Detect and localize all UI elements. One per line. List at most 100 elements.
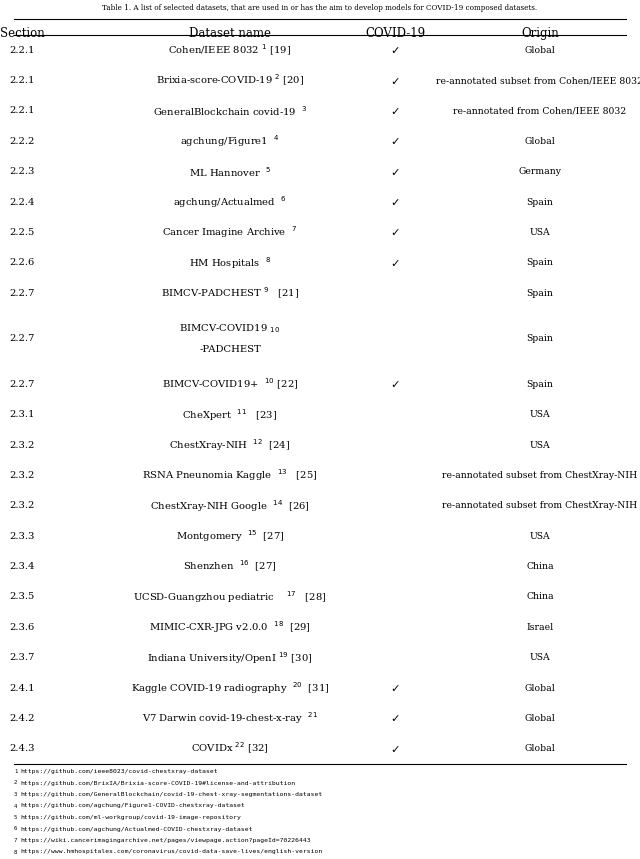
Text: 2.2.7: 2.2.7 <box>10 380 35 389</box>
Text: Origin: Origin <box>521 27 559 40</box>
Text: 2.3.6: 2.3.6 <box>10 623 35 632</box>
Text: 4: 4 <box>14 803 17 808</box>
Text: CheXpert  $^{11}$   [23]: CheXpert $^{11}$ [23] <box>182 407 278 423</box>
Text: $\checkmark$: $\checkmark$ <box>390 714 400 723</box>
Text: ML Hannover  $^5$: ML Hannover $^5$ <box>189 165 271 179</box>
Text: BIMCV-COVID19 $_{10}$: BIMCV-COVID19 $_{10}$ <box>179 322 281 334</box>
Text: RSNA Pneunomia Kaggle  $^{13}$   [25]: RSNA Pneunomia Kaggle $^{13}$ [25] <box>142 467 318 484</box>
Text: 2.3.1: 2.3.1 <box>9 411 35 419</box>
Text: agchung/Figure1  $^4$: agchung/Figure1 $^4$ <box>180 133 280 149</box>
Text: https://wiki.cancerimagingarchive.net/pages/viewpage.action?pageId=70226443: https://wiki.cancerimagingarchive.net/pa… <box>20 838 310 843</box>
Text: 2.2.5: 2.2.5 <box>10 228 35 237</box>
Text: 2.2.7: 2.2.7 <box>10 289 35 298</box>
Text: Germany: Germany <box>518 168 561 176</box>
Text: Israel: Israel <box>526 623 554 632</box>
Text: https://github.com/agchung/Figure1-COVID-chestxray-dataset: https://github.com/agchung/Figure1-COVID… <box>20 803 244 808</box>
Text: ChestXray-NIH Google  $^{14}$  [26]: ChestXray-NIH Google $^{14}$ [26] <box>150 498 310 514</box>
Text: COVIDx $^{22}$ [32]: COVIDx $^{22}$ [32] <box>191 741 269 757</box>
Text: Global: Global <box>525 744 556 753</box>
Text: agchung/Actualmed  $^6$: agchung/Actualmed $^6$ <box>173 194 287 210</box>
Text: 2.2.1: 2.2.1 <box>9 46 35 55</box>
Text: $\checkmark$: $\checkmark$ <box>390 76 400 86</box>
Text: Global: Global <box>525 137 556 146</box>
Text: re-annotated subset from Cohen/IEEE 8032: re-annotated subset from Cohen/IEEE 8032 <box>436 76 640 85</box>
Text: https://www.hmhospitales.com/coronavirus/covid-data-save-lives/english-version: https://www.hmhospitales.com/coronavirus… <box>20 850 323 855</box>
Text: https://github.com/agchung/Actualmed-COVID-chestxray-dataset: https://github.com/agchung/Actualmed-COV… <box>20 826 253 832</box>
Text: ChestXray-NIH  $^{12}$  [24]: ChestXray-NIH $^{12}$ [24] <box>170 437 291 453</box>
Text: Spain: Spain <box>527 198 554 206</box>
Text: https://github.com/ml-workgroup/covid-19-image-repository: https://github.com/ml-workgroup/covid-19… <box>20 815 241 820</box>
Text: re-annotated from Cohen/IEEE 8032: re-annotated from Cohen/IEEE 8032 <box>453 107 627 115</box>
Text: Shenzhen  $^{16}$  [27]: Shenzhen $^{16}$ [27] <box>183 559 276 574</box>
Text: $\checkmark$: $\checkmark$ <box>390 106 400 116</box>
Text: GeneralBlockchain covid-19  $^3$: GeneralBlockchain covid-19 $^3$ <box>153 104 307 118</box>
Text: 6: 6 <box>14 826 17 832</box>
Text: 2.4.1: 2.4.1 <box>9 684 35 692</box>
Text: 2.3.5: 2.3.5 <box>10 593 35 601</box>
Text: USA: USA <box>530 411 550 419</box>
Text: USA: USA <box>530 441 550 449</box>
Text: $\checkmark$: $\checkmark$ <box>390 683 400 693</box>
Text: COVID-19: COVID-19 <box>365 27 425 40</box>
Text: USA: USA <box>530 653 550 662</box>
Text: 2.2.2: 2.2.2 <box>10 137 35 146</box>
Text: 2.2.6: 2.2.6 <box>10 259 35 267</box>
Text: 2.2.1: 2.2.1 <box>9 107 35 115</box>
Text: China: China <box>526 562 554 571</box>
Text: Indiana University/OpenI $^{19}$ [30]: Indiana University/OpenI $^{19}$ [30] <box>147 649 313 666</box>
Text: 7: 7 <box>14 838 17 843</box>
Text: $\checkmark$: $\checkmark$ <box>390 46 400 55</box>
Text: 8: 8 <box>14 850 17 855</box>
Text: USA: USA <box>530 228 550 237</box>
Text: BIMCV-COVID19+  $^{10}$ [22]: BIMCV-COVID19+ $^{10}$ [22] <box>162 377 298 392</box>
Text: 2.3.2: 2.3.2 <box>10 441 35 449</box>
Text: 2.4.2: 2.4.2 <box>9 714 35 723</box>
Text: MIMIC-CXR-JPG v2.0.0  $^{18}$  [29]: MIMIC-CXR-JPG v2.0.0 $^{18}$ [29] <box>149 619 311 635</box>
Text: $\checkmark$: $\checkmark$ <box>390 228 400 237</box>
Text: HM Hospitals  $^8$: HM Hospitals $^8$ <box>189 255 271 271</box>
Text: BIMCV-PADCHEST $^9$   [21]: BIMCV-PADCHEST $^9$ [21] <box>161 285 299 301</box>
Text: 1: 1 <box>14 769 17 774</box>
Text: $\checkmark$: $\checkmark$ <box>390 744 400 754</box>
Text: 2.3.2: 2.3.2 <box>10 502 35 510</box>
Text: 2.4.3: 2.4.3 <box>9 744 35 753</box>
Text: $\checkmark$: $\checkmark$ <box>390 258 400 268</box>
Text: 2.3.2: 2.3.2 <box>10 471 35 480</box>
Text: Spain: Spain <box>527 380 554 389</box>
Text: Kaggle COVID-19 radiography  $^{20}$  [31]: Kaggle COVID-19 radiography $^{20}$ [31] <box>131 680 329 696</box>
Text: https://github.com/BrixIA/Brixia-score-COVID-19#license-and-attribution: https://github.com/BrixIA/Brixia-score-C… <box>20 781 295 785</box>
Text: $\checkmark$: $\checkmark$ <box>390 197 400 207</box>
Text: Montgomery  $^{15}$  [27]: Montgomery $^{15}$ [27] <box>176 528 284 544</box>
Text: 2.3.3: 2.3.3 <box>10 532 35 540</box>
Text: https://github.com/GeneralBlockchain/covid-19-chest-xray-segmentations-dataset: https://github.com/GeneralBlockchain/cov… <box>20 792 323 797</box>
Text: Brixia-score-COVID-19 $^2$ [20]: Brixia-score-COVID-19 $^2$ [20] <box>156 73 304 88</box>
Text: Global: Global <box>525 46 556 55</box>
Text: re-annotated subset from ChestXray-NIH: re-annotated subset from ChestXray-NIH <box>442 502 637 510</box>
Text: $\checkmark$: $\checkmark$ <box>390 137 400 146</box>
Text: 3: 3 <box>14 792 17 797</box>
Text: 2.2.3: 2.2.3 <box>10 168 35 176</box>
Text: $\checkmark$: $\checkmark$ <box>390 167 400 177</box>
Text: 2.2.7: 2.2.7 <box>10 334 35 344</box>
Text: 5: 5 <box>14 815 17 820</box>
Text: $\checkmark$: $\checkmark$ <box>390 380 400 389</box>
Text: UCSD-Guangzhou pediatric    $^{17}$   [28]: UCSD-Guangzhou pediatric $^{17}$ [28] <box>133 589 327 605</box>
Text: Spain: Spain <box>527 334 554 344</box>
Text: 2.3.4: 2.3.4 <box>9 562 35 571</box>
Text: re-annotated subset from ChestXray-NIH: re-annotated subset from ChestXray-NIH <box>442 471 637 480</box>
Text: Spain: Spain <box>527 259 554 267</box>
Text: Global: Global <box>525 714 556 723</box>
Text: Cohen/IEEE 8032 $^1$ [19]: Cohen/IEEE 8032 $^1$ [19] <box>168 43 292 58</box>
Text: Spain: Spain <box>527 289 554 298</box>
Text: Dataset name: Dataset name <box>189 27 271 40</box>
Text: Cancer Imagine Archive  $^7$: Cancer Imagine Archive $^7$ <box>163 224 298 241</box>
Text: USA: USA <box>530 532 550 540</box>
Text: V7 Darwin covid-19-chest-x-ray  $^{21}$: V7 Darwin covid-19-chest-x-ray $^{21}$ <box>142 710 318 727</box>
Text: -PADCHEST: -PADCHEST <box>199 344 261 354</box>
Text: China: China <box>526 593 554 601</box>
Text: Table 1. A list of selected datasets, that are used in or has the aim to develop: Table 1. A list of selected datasets, th… <box>102 4 538 12</box>
Text: Section: Section <box>0 27 44 40</box>
Text: 2: 2 <box>14 781 17 785</box>
Text: https://github.com/ieee8023/covid-chestxray-dataset: https://github.com/ieee8023/covid-chestx… <box>20 769 218 774</box>
Text: 2.2.4: 2.2.4 <box>9 198 35 206</box>
